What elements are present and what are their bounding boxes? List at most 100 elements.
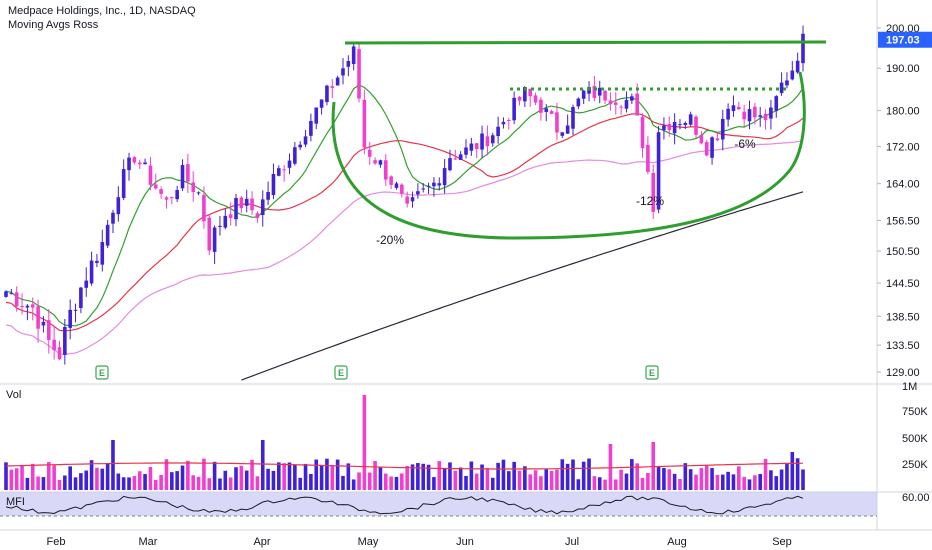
volume-bar <box>20 465 24 490</box>
candle-body <box>635 93 639 116</box>
volume-bar <box>704 465 709 490</box>
volume-bar <box>694 474 698 490</box>
candle-body <box>737 106 741 110</box>
volume-bar <box>801 469 805 490</box>
candle-body <box>30 304 35 308</box>
volume-bar <box>453 470 458 490</box>
volume-bar <box>255 476 260 490</box>
candle-body <box>630 96 634 101</box>
candle-body <box>121 169 126 198</box>
volume-bar <box>437 461 442 490</box>
candle-body <box>720 118 725 140</box>
candle-body <box>362 99 367 148</box>
volume-bar <box>432 477 436 490</box>
volume-bar <box>539 476 543 490</box>
candle-body <box>244 198 249 206</box>
volume-bar <box>726 471 730 490</box>
candle-body <box>790 70 795 80</box>
candle-body <box>186 164 190 182</box>
candle-body <box>63 326 67 355</box>
candle-body <box>148 165 153 185</box>
candle-body <box>84 280 89 288</box>
candle-body <box>266 191 270 200</box>
candle-body <box>4 291 8 297</box>
volume-bar <box>426 464 431 490</box>
volume-bar <box>95 467 99 490</box>
volume-bar <box>485 468 490 490</box>
volume-bar <box>731 474 736 490</box>
price-tick-label: 172.00 <box>886 141 920 153</box>
volume-bar <box>710 468 714 490</box>
volume-bar <box>89 460 94 490</box>
volume-bar <box>737 466 741 490</box>
candle-body <box>228 214 233 218</box>
volume-bar <box>394 476 399 490</box>
price-tick-label: 190.00 <box>886 63 920 75</box>
candle-body <box>501 121 506 125</box>
volume-bar <box>405 465 409 490</box>
candle-body <box>624 99 629 109</box>
candle-body <box>68 309 72 328</box>
candle-body <box>159 189 163 194</box>
volume-bar <box>84 470 89 490</box>
candle-body <box>474 143 479 150</box>
candle-body <box>298 144 302 148</box>
candle-body <box>153 184 158 189</box>
volume-bar <box>362 395 367 490</box>
volume-bar <box>68 466 72 490</box>
volume-bar <box>121 477 126 490</box>
candle-body <box>688 114 693 125</box>
volume-bar <box>186 460 190 490</box>
pullback-annotation: -12% <box>636 194 664 208</box>
candle-body <box>581 90 586 99</box>
candle-body <box>41 321 46 326</box>
candle-body <box>319 99 324 108</box>
indicator-name: Moving Avgs Ross <box>8 19 99 31</box>
candle-body <box>640 116 645 149</box>
volume-bar <box>747 479 752 490</box>
candle-body <box>180 165 185 189</box>
candle-body <box>389 176 393 185</box>
time-axis-label: May <box>358 536 379 548</box>
volume-bar <box>266 468 270 490</box>
volume-bar <box>464 475 468 490</box>
candle-body <box>255 213 260 219</box>
candle-body <box>416 191 420 195</box>
candle-body <box>742 111 746 120</box>
candle-body <box>517 97 522 101</box>
candle-body <box>646 144 650 172</box>
candle-body <box>523 87 527 102</box>
pullback-annotation: -20% <box>376 233 404 247</box>
volume-bar <box>469 461 474 490</box>
price-tick-label: 180.00 <box>886 106 920 118</box>
volume-bar <box>100 468 105 490</box>
candle-body <box>127 157 131 171</box>
cup-curve <box>331 71 806 240</box>
candle-body <box>271 174 276 195</box>
volume-bar <box>715 474 720 490</box>
candle-body <box>223 215 228 228</box>
volume-bar <box>523 466 527 490</box>
volume-bar <box>314 459 319 490</box>
volume-bar <box>763 458 768 490</box>
candle-body <box>442 168 447 186</box>
volume-bar <box>490 477 495 490</box>
candle-body <box>25 305 30 308</box>
candle-body <box>779 82 784 94</box>
volume-bar <box>592 476 597 490</box>
volume-bar <box>202 458 206 490</box>
chart-header: Medpace Holdings, Inc., 1D, NASDAQ Movin… <box>8 5 196 31</box>
candle-body <box>683 123 688 125</box>
volume-bar <box>581 461 586 490</box>
volume-bar <box>507 471 511 490</box>
volume-bar <box>699 468 704 490</box>
price-tick-label: 133.50 <box>886 340 920 352</box>
candle-body <box>105 224 110 246</box>
candle-body <box>528 88 533 97</box>
volume-bar <box>753 475 757 490</box>
volume-bar <box>683 463 688 490</box>
candle-body <box>512 97 516 121</box>
candle-body <box>287 160 292 168</box>
volume-bar <box>651 442 656 490</box>
